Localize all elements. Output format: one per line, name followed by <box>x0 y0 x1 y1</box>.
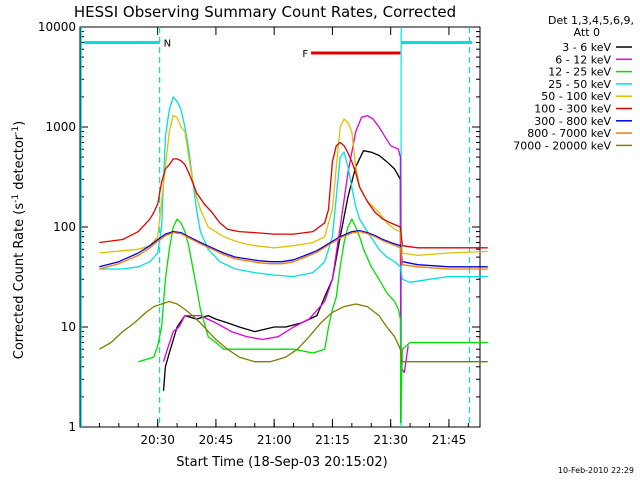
legend-label-6: 300 - 800 keV <box>534 115 611 128</box>
y-tick-label: 10 <box>61 320 76 334</box>
y-axis-label: Corrected Count Rate (s-1 detector-1) <box>11 121 27 359</box>
series-line-8 <box>99 300 488 363</box>
legend-label-7: 800 - 7000 keV <box>527 127 611 140</box>
x-tick-label: 20:30 <box>140 433 175 447</box>
y-tick-label: 1 <box>68 420 76 434</box>
x-tick-label: 21:30 <box>373 433 408 447</box>
x-tick-label: 20:45 <box>199 433 234 447</box>
series-line-3 <box>99 96 488 283</box>
legend-label-3: 25 - 50 keV <box>548 78 611 91</box>
series-line-6 <box>99 229 488 268</box>
legend-label-5: 100 - 300 keV <box>534 103 611 116</box>
legend-label-8: 7000 - 20000 keV <box>513 139 611 152</box>
series-line-5 <box>99 141 488 249</box>
annotations: NF <box>83 38 473 60</box>
series-lines <box>99 96 488 424</box>
footer-timestamp: 10-Feb-2010 22:29 <box>558 466 634 475</box>
x-tick-label: 21:45 <box>432 433 467 447</box>
legend-header-line-2: Att 0 <box>574 26 600 39</box>
series-line-2 <box>138 218 488 424</box>
svg-text:Corrected Count Rate (s-1 dete: Corrected Count Rate (s-1 detector-1) <box>11 121 27 359</box>
series-line-1 <box>162 114 409 374</box>
annotation-label-F: F <box>302 49 308 60</box>
chart-title: HESSI Observing Summary Count Rates, Cor… <box>74 3 456 21</box>
marker-lines <box>80 27 471 427</box>
x-axis-label: Start Time (18-Sep-03 20:15:02) <box>176 455 387 470</box>
legend-header-line-1: Det 1,3,4,5,6,9, <box>548 14 634 27</box>
series-line-0 <box>162 150 402 423</box>
y-tick-label: 1000 <box>45 120 76 134</box>
legend-label-2: 12 - 25 keV <box>548 66 611 79</box>
legend-label-1: 6 - 12 keV <box>555 53 611 66</box>
legend-label-0: 3 - 6 keV <box>562 41 611 54</box>
series-line-4 <box>99 114 488 257</box>
y-tick-label: 10000 <box>38 20 76 34</box>
plot-area <box>79 26 481 428</box>
y-tick-label: 100 <box>53 220 76 234</box>
axis-ticks: 20:30 20:45 21:00 21:15 21:30 21:45 1 10 100 1000… <box>38 20 480 447</box>
x-tick-label: 21:00 <box>257 433 292 447</box>
legend-label-4: 50 - 100 keV <box>541 90 611 103</box>
x-tick-label: 21:15 <box>315 433 350 447</box>
annotation-label-N: N <box>164 38 171 49</box>
series-line-7 <box>99 230 488 270</box>
